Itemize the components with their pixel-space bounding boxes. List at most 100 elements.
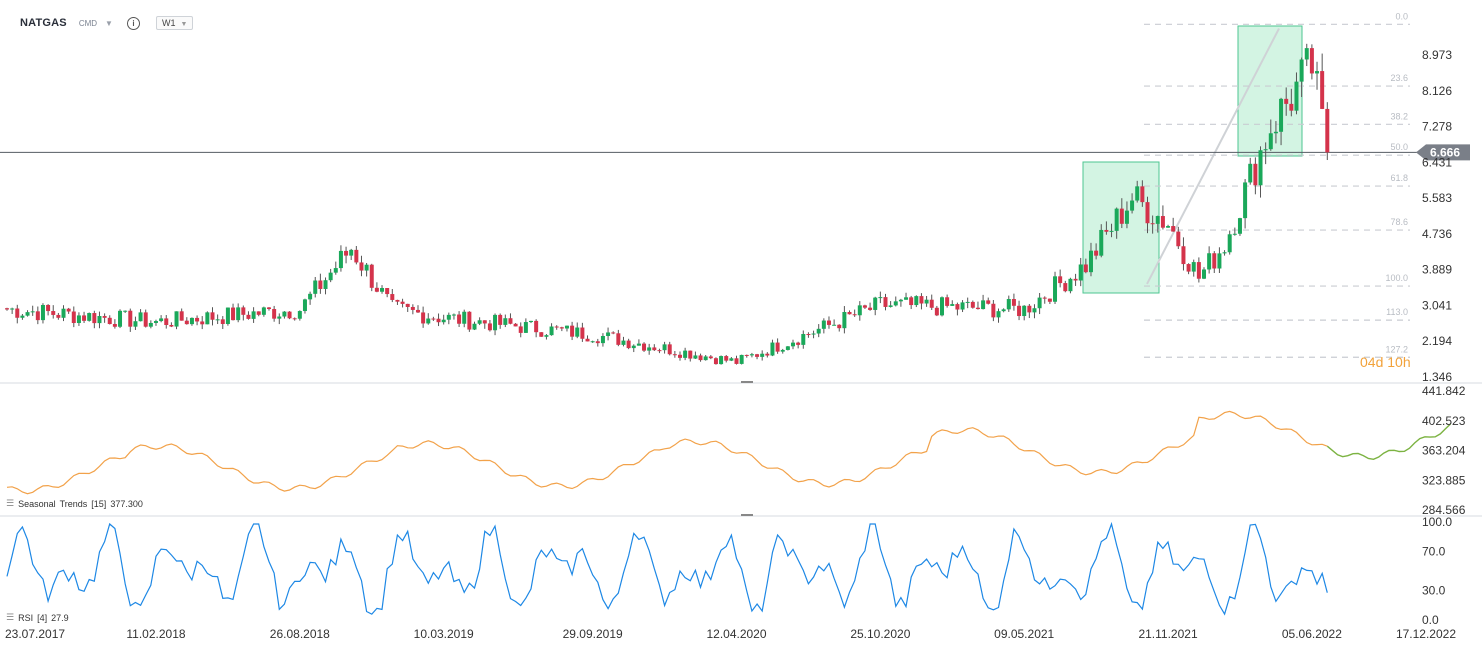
candle-body bbox=[1022, 305, 1027, 317]
candle-body bbox=[960, 302, 965, 310]
candle bbox=[544, 334, 549, 340]
candle-body bbox=[811, 333, 816, 335]
candle bbox=[570, 321, 575, 341]
candle-body bbox=[1212, 253, 1217, 269]
candle bbox=[1315, 61, 1320, 90]
candle-body bbox=[1027, 305, 1032, 313]
price-tag bbox=[1416, 144, 1470, 161]
info-icon[interactable]: i bbox=[126, 16, 140, 30]
fib-level-label: 100.0 bbox=[1385, 273, 1408, 283]
candle-body bbox=[487, 323, 492, 331]
candle bbox=[431, 316, 436, 321]
candle bbox=[1063, 280, 1068, 293]
candle-body bbox=[462, 311, 467, 324]
candle bbox=[1237, 217, 1242, 236]
candle-body bbox=[1191, 262, 1196, 272]
candle bbox=[1094, 243, 1099, 260]
candle bbox=[415, 305, 420, 313]
candle-body bbox=[46, 304, 51, 312]
candle bbox=[698, 353, 703, 362]
candle bbox=[1130, 193, 1135, 214]
candle bbox=[410, 304, 415, 315]
symbol-name[interactable]: NATGAS bbox=[20, 17, 67, 29]
candle-body bbox=[996, 311, 1001, 318]
candle bbox=[482, 320, 487, 329]
candle-body bbox=[261, 307, 266, 315]
candle-body bbox=[415, 309, 420, 313]
candle bbox=[1114, 207, 1119, 239]
candle bbox=[837, 324, 842, 332]
seasonal-indicator-label[interactable]: ☰ Seasonal Trends [15] 377.300 bbox=[6, 498, 143, 509]
candle bbox=[174, 311, 179, 330]
candle-body bbox=[313, 280, 318, 294]
candle bbox=[138, 309, 143, 322]
candle-body bbox=[642, 343, 647, 351]
candle bbox=[1202, 267, 1207, 280]
candle-body bbox=[498, 314, 503, 325]
candle bbox=[246, 311, 251, 320]
candle bbox=[1119, 198, 1124, 229]
candle bbox=[1248, 157, 1253, 185]
candle-body bbox=[82, 315, 87, 321]
candle-body bbox=[785, 346, 790, 350]
candle bbox=[1273, 121, 1278, 144]
timeframe-select[interactable]: W1 ▼ bbox=[155, 16, 194, 30]
candle bbox=[102, 313, 107, 323]
candle bbox=[1109, 223, 1114, 238]
candle bbox=[374, 282, 379, 293]
candle bbox=[107, 315, 112, 325]
candle-body bbox=[616, 333, 621, 345]
candle bbox=[236, 303, 241, 323]
candle bbox=[10, 307, 15, 314]
candle bbox=[667, 341, 672, 356]
candle bbox=[1135, 180, 1140, 203]
candle bbox=[1058, 269, 1063, 288]
candle bbox=[195, 315, 200, 326]
candle bbox=[539, 332, 544, 337]
candle-body bbox=[677, 354, 682, 358]
candle-body bbox=[703, 356, 708, 361]
candle-body bbox=[857, 305, 862, 316]
candle bbox=[1011, 293, 1016, 311]
candle bbox=[200, 316, 205, 330]
candle-body bbox=[15, 308, 20, 318]
candle bbox=[56, 312, 61, 320]
candle bbox=[534, 319, 539, 338]
rsi-indicator-label[interactable]: ☰ RSI [4] 27.9 bbox=[6, 612, 69, 623]
candle-body bbox=[76, 315, 81, 324]
candle bbox=[1053, 271, 1058, 305]
candle-body bbox=[282, 311, 287, 317]
candle bbox=[231, 303, 236, 321]
candle bbox=[873, 296, 878, 316]
candle bbox=[647, 343, 652, 355]
candle-body bbox=[1099, 229, 1104, 256]
candle bbox=[1047, 298, 1052, 305]
candle bbox=[688, 350, 693, 362]
candle-body bbox=[1196, 262, 1201, 279]
price-axis-label: 3.041 bbox=[1422, 298, 1452, 312]
candle bbox=[950, 300, 955, 306]
candle-body bbox=[1140, 186, 1145, 203]
candle-body bbox=[1294, 81, 1299, 111]
candle-body bbox=[693, 355, 698, 359]
settings-icon[interactable]: ☰ bbox=[6, 612, 15, 622]
rsi-axis-label: 100.0 bbox=[1422, 515, 1452, 529]
chevron-down-icon[interactable]: ▼ bbox=[105, 18, 113, 28]
candle-body bbox=[236, 307, 241, 321]
candle-body bbox=[898, 299, 903, 302]
candle-body bbox=[816, 328, 821, 334]
candle-body bbox=[667, 344, 672, 355]
candle bbox=[842, 306, 847, 334]
candle bbox=[148, 320, 153, 329]
candle bbox=[749, 352, 754, 358]
candle bbox=[1017, 300, 1022, 321]
candle-body bbox=[631, 345, 636, 349]
candle bbox=[1104, 221, 1109, 235]
candle bbox=[318, 273, 323, 294]
candle bbox=[5, 307, 9, 311]
candle-body bbox=[832, 324, 837, 326]
candle-body bbox=[467, 311, 472, 330]
settings-icon[interactable]: ☰ bbox=[6, 498, 15, 508]
candle bbox=[1227, 230, 1232, 255]
